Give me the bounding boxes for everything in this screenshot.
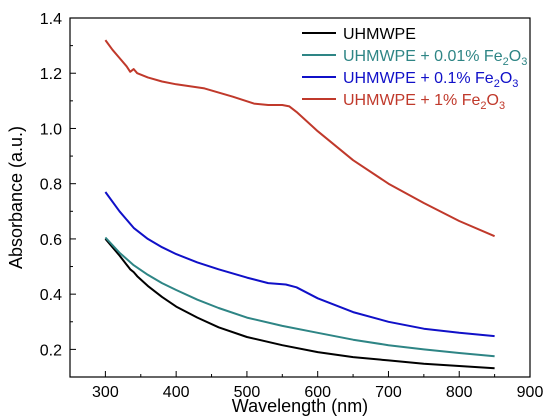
legend-subscript: 3 (512, 78, 518, 90)
y-tick-label: 1.0 (40, 121, 62, 138)
plot-border (69, 17, 531, 378)
x-tick-label: 900 (517, 384, 544, 401)
y-tick-label: 0.6 (40, 232, 62, 249)
legend-subscript: 3 (499, 100, 505, 112)
legend-subscript: 2 (494, 78, 500, 90)
legend-label-element: O (500, 70, 512, 87)
x-tick-label: 400 (163, 384, 190, 401)
legend-subscript: 3 (521, 56, 527, 68)
x-tick-label: 800 (446, 384, 473, 401)
x-tick-label: 300 (92, 384, 119, 401)
x-tick-label: 600 (304, 384, 331, 401)
x-tick-label: 500 (234, 384, 261, 401)
legend-label-main: UHMWPE + 0.1% Fe (343, 70, 494, 87)
y-tick-label: 1.2 (40, 66, 62, 83)
x-tick-label: 700 (375, 384, 402, 401)
legend-subscript: 2 (503, 56, 509, 68)
y-tick-label: 0.2 (40, 342, 62, 359)
axis-ticks: 300 400 500 600 700 800 900 0.2 0.4 0.6 0.8 1.0 1.2 1… (40, 11, 544, 401)
legend-label-1: UHMWPE + 0.01% Fe2O3 (343, 48, 527, 68)
legend-label-main: UHMWPE + 1% Fe (343, 92, 480, 109)
y-tick-label: 0.4 (40, 287, 62, 304)
series-line-0 (104, 238, 495, 370)
y-tick-label: 1.4 (40, 11, 62, 28)
plot-frame (69, 17, 531, 378)
legend-subscript: 2 (480, 100, 486, 112)
y-tick-label: 0.8 (40, 177, 62, 194)
legend-label-main: UHMWPE (343, 26, 416, 43)
series-line-2 (104, 191, 495, 338)
legend-label-2: UHMWPE + 0.1% Fe2O3 (343, 70, 518, 90)
legend-label-main: UHMWPE + 0.01% Fe (343, 48, 503, 65)
legend-label-element: O (509, 48, 521, 65)
x-axis-title: Wavelength (nm) (232, 396, 368, 416)
legend-label-3: UHMWPE + 1% Fe2O3 (343, 92, 505, 112)
series-line-3 (104, 39, 495, 238)
series-lines (104, 39, 495, 370)
legend-label-element: O (486, 92, 498, 109)
legend-label-0: UHMWPE (343, 26, 416, 43)
series-line-1 (104, 236, 495, 358)
y-axis-title: Absorbance (a.u.) (6, 126, 26, 269)
